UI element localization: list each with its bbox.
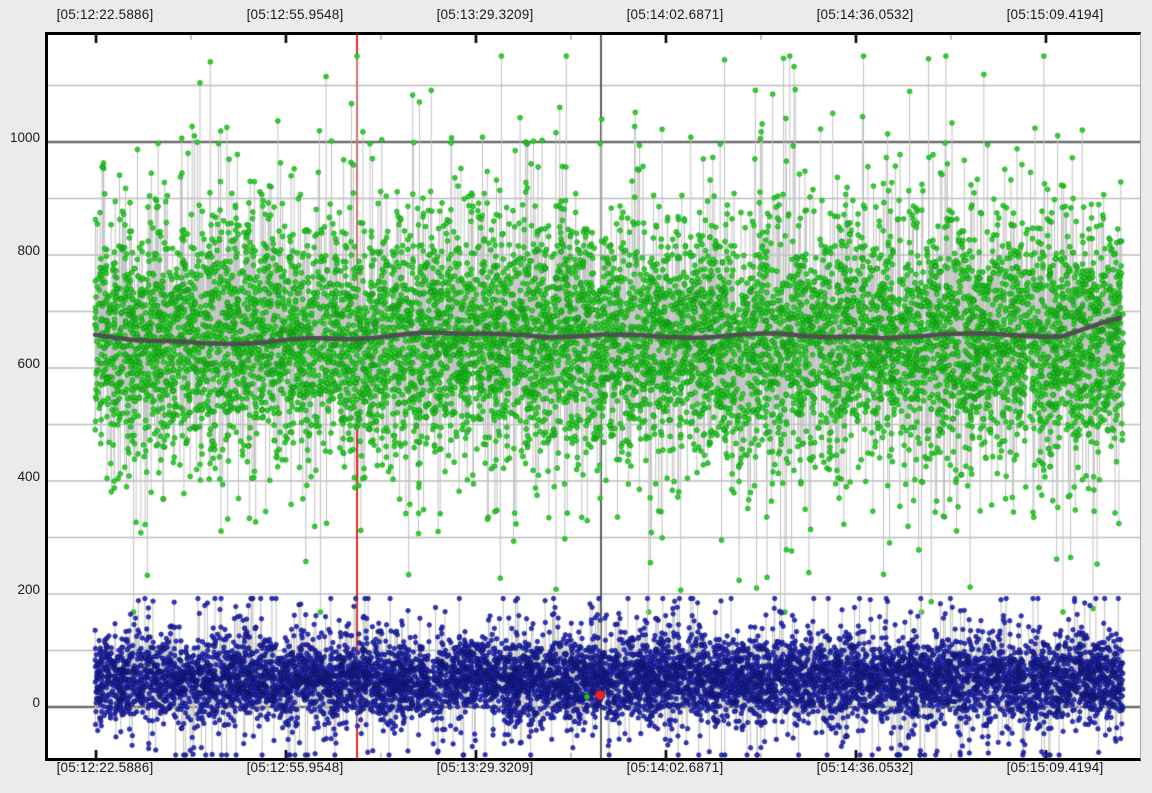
y-tick-label: 600 bbox=[17, 356, 40, 371]
y-tick-label: 200 bbox=[17, 582, 40, 597]
x-tick-label-bottom: [05:15:09.4194] bbox=[1006, 760, 1104, 775]
x-tick-label-bottom: [05:14:36.0532] bbox=[816, 760, 914, 775]
x-tick-label-top: [05:12:22.5886] bbox=[56, 7, 154, 22]
x-tick-label-bottom: [05:12:22.5886] bbox=[56, 760, 154, 775]
x-tick-label-bottom: [05:14:02.6871] bbox=[626, 760, 724, 775]
x-tick-label-top: [05:14:02.6871] bbox=[626, 7, 724, 22]
x-tick-label-top: [05:14:36.0532] bbox=[816, 7, 914, 22]
y-tick-label: 400 bbox=[17, 469, 40, 484]
plot-canvas[interactable] bbox=[48, 35, 1140, 758]
y-tick-label: 800 bbox=[17, 243, 40, 258]
x-tick-label-top: [05:12:55.9548] bbox=[246, 7, 344, 22]
y-tick-label: 1000 bbox=[9, 130, 40, 145]
x-tick-label-top: [05:13:29.3209] bbox=[436, 7, 534, 22]
x-tick-label-top: [05:15:09.4194] bbox=[1006, 7, 1104, 22]
y-tick-label: 0 bbox=[32, 695, 40, 710]
x-tick-label-bottom: [05:13:29.3209] bbox=[436, 760, 534, 775]
plot-area bbox=[45, 32, 1141, 761]
x-tick-label-bottom: [05:12:55.9548] bbox=[246, 760, 344, 775]
